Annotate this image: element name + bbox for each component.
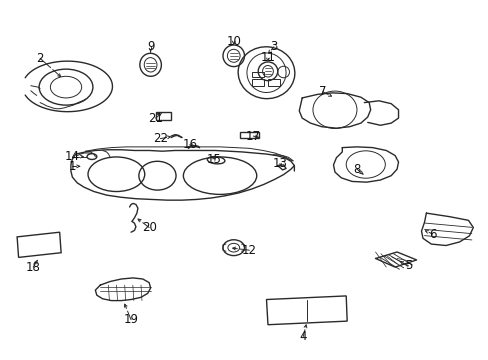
Text: 18: 18 [26, 261, 41, 274]
Text: 22: 22 [153, 132, 167, 145]
Text: 10: 10 [226, 35, 241, 48]
Text: 6: 6 [428, 228, 436, 240]
Text: 4: 4 [299, 330, 306, 343]
Bar [251, 79, 264, 86]
Text: 14: 14 [65, 150, 80, 163]
Text: 5: 5 [404, 259, 411, 272]
Text: 21: 21 [148, 112, 163, 125]
Bar [156, 112, 171, 120]
Text: 7: 7 [318, 85, 326, 98]
Text: 17: 17 [245, 130, 260, 143]
Text: 8: 8 [352, 163, 360, 176]
Text: 11: 11 [260, 51, 275, 64]
Text: 9: 9 [146, 40, 154, 53]
Text: 12: 12 [242, 244, 256, 257]
Text: 16: 16 [182, 138, 197, 151]
Text: 2: 2 [36, 52, 44, 65]
Bar [251, 72, 264, 77]
Text: 19: 19 [123, 313, 138, 326]
Text: 20: 20 [142, 221, 156, 234]
Bar [239, 132, 259, 138]
Text: 3: 3 [269, 40, 277, 53]
Text: 13: 13 [272, 157, 286, 170]
Text: 15: 15 [206, 153, 221, 166]
Bar [267, 79, 280, 86]
Text: 1: 1 [68, 160, 76, 173]
